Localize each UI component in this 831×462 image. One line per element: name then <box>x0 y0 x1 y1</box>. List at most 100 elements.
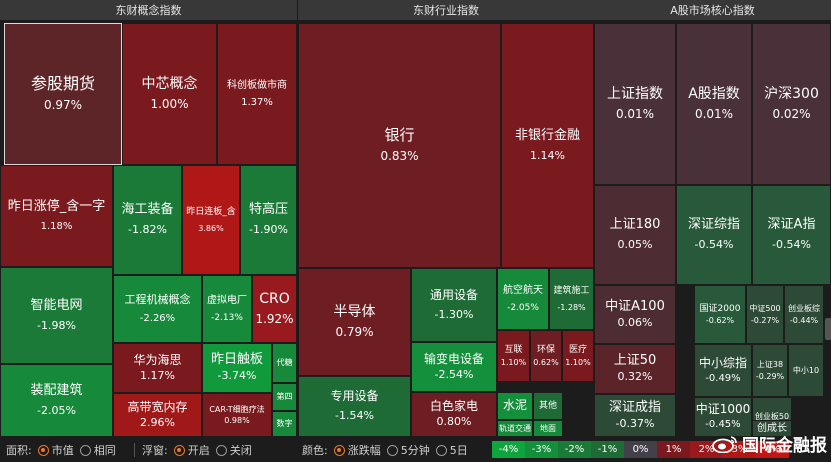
tile-name: 第四 <box>276 392 293 402</box>
color-radio-change[interactable] <box>333 444 345 456</box>
treemap-tile[interactable]: A股指数 0.01% <box>676 23 752 185</box>
float-radio-off[interactable] <box>215 444 227 456</box>
treemap-tile[interactable]: 航空航天 -2.05% <box>497 268 549 330</box>
treemap-tile[interactable]: 上证38 -0.29% <box>752 344 788 397</box>
treemap-tile[interactable]: 华为海思 1.17% <box>113 343 202 393</box>
treemap-tile[interactable]: 中芯概念 1.00% <box>122 23 217 165</box>
treemap-tile[interactable]: 银行 0.83% <box>298 23 501 268</box>
treemap-tile[interactable]: 昨日涨停_含一字 1.18% <box>0 165 113 267</box>
tile-name: 深证综指 <box>687 217 740 233</box>
treemap-tile[interactable]: 代糖 <box>272 343 297 383</box>
area-option-mktcap[interactable]: 市值 <box>51 444 74 457</box>
tile-change: 0.05% <box>617 238 653 252</box>
treemap-tile[interactable]: 参股期货 0.97% <box>4 23 122 165</box>
tile-name: 创业板50 <box>754 412 790 422</box>
treemap-tile[interactable]: 装配建筑 -2.05% <box>0 364 113 437</box>
tile-change: -2.13% <box>211 312 243 323</box>
treemap-tile[interactable]: 工程机械概念 -2.26% <box>113 275 202 343</box>
treemap-tile[interactable]: 国证2000 -0.62% <box>694 285 746 344</box>
treemap-tile[interactable]: 特高压 -1.90% <box>240 165 297 275</box>
treemap-tile[interactable]: 半导体 0.79% <box>298 268 411 376</box>
float-option-on[interactable]: 开启 <box>187 444 210 457</box>
color-option-5day[interactable]: 5日 <box>449 444 468 457</box>
treemap-tile[interactable]: 通用设备 -1.30% <box>411 268 497 342</box>
treemap-tile[interactable]: 专用设备 -1.54% <box>298 376 411 437</box>
color-radio-5min[interactable] <box>386 444 398 456</box>
treemap-tile[interactable]: 高带宽内存 2.96% <box>113 393 202 437</box>
treemap-tile[interactable]: 智能电网 -1.98% <box>0 267 113 364</box>
treemap-tile[interactable]: 中证A100 0.06% <box>594 285 676 344</box>
treemap-tile[interactable]: 上证50 0.32% <box>594 344 676 394</box>
tile-change: -2.05% <box>507 302 539 313</box>
treemap-tile[interactable]: 创成长 <box>752 420 792 437</box>
tile-name: 航空航天 <box>503 285 543 297</box>
treemap-tile[interactable]: 深证综指 -0.54% <box>676 185 752 285</box>
tile-change: -0.49% <box>705 372 741 384</box>
float-radio-on[interactable] <box>173 444 185 456</box>
treemap-panel-1: 东财概念指数 <box>0 0 297 437</box>
float-option-off[interactable]: 关闭 <box>229 444 252 457</box>
treemap-tile[interactable]: 中证500 -0.27% <box>746 285 784 344</box>
tile-change: 1.10% <box>565 357 591 367</box>
tile-name: 水泥 <box>502 398 527 413</box>
tile-name: 专用设备 <box>330 389 379 404</box>
color-option-5min[interactable]: 5分钟 <box>400 444 430 457</box>
treemap-tile[interactable]: 地面 <box>533 420 563 437</box>
treemap-tile[interactable]: CRO 1.92% <box>252 275 297 343</box>
tile-name: 白色家电 <box>429 399 478 414</box>
treemap-tile[interactable]: 海工装备 -1.82% <box>113 165 182 275</box>
tile-change: -0.62% <box>705 316 735 326</box>
treemap-tile[interactable]: 水泥 <box>497 392 533 420</box>
treemap-tile[interactable]: 中小10 <box>788 344 824 397</box>
treemap-tile[interactable]: 深证A指 -0.54% <box>752 185 831 285</box>
treemap-tile[interactable]: 虚拟电厂 -2.13% <box>202 275 252 343</box>
color-radio-5day[interactable] <box>435 444 447 456</box>
treemap-tile[interactable]: 输变电设备 -2.54% <box>411 342 497 392</box>
treemap-tile[interactable]: 创业板综 -0.44% <box>784 285 824 344</box>
tile-change: 0.62% <box>533 357 559 367</box>
treemap-tile[interactable]: 其他 <box>533 392 563 420</box>
tile-name: 其他 <box>538 400 557 411</box>
float-label: 浮窗: <box>142 444 168 457</box>
color-option-change[interactable]: 涨跌幅 <box>347 444 381 457</box>
watermark: 国际金融报 <box>712 431 827 456</box>
treemap-tile[interactable]: 数字 <box>272 411 297 437</box>
area-radio-mktcap[interactable] <box>37 444 49 456</box>
tile-change: 0.98% <box>224 416 250 425</box>
tile-name: 输变电设备 <box>423 351 484 366</box>
tile-change: -1.82% <box>128 223 167 237</box>
treemap-tile[interactable]: CAR-T细胞疗法 0.98% <box>202 393 272 437</box>
tile-change: -1.30% <box>434 307 474 321</box>
treemap-tile[interactable]: 沪深300 0.02% <box>752 23 831 185</box>
treemap-tile[interactable]: 科创板做市商 1.37% <box>217 23 297 165</box>
tile-name: 互联 <box>504 345 523 356</box>
treemap-tile[interactable]: 上证指数 0.01% <box>594 23 676 185</box>
tile-change: 1.00% <box>150 97 189 112</box>
tile-name: 昨日触板 <box>210 352 263 368</box>
tile-change: 0.97% <box>43 98 83 113</box>
tile-name: 华为海思 <box>133 352 182 367</box>
treemap-tile[interactable]: 非银行金融 1.14% <box>501 23 594 268</box>
treemap-tile[interactable]: 医疗 1.10% <box>562 330 594 382</box>
treemap-tile[interactable]: 昨日连板_含 3.86% <box>182 165 240 275</box>
treemap-tile[interactable]: 建筑施工 -1.28% <box>549 268 594 330</box>
treemap-tile[interactable]: 深证成指 -0.37% <box>594 394 676 437</box>
tile-change: -1.98% <box>37 318 76 332</box>
tile-name: 中芯概念 <box>141 76 198 93</box>
treemap-tile[interactable]: 上证180 0.05% <box>594 185 676 285</box>
area-option-equal[interactable]: 相同 <box>93 444 116 457</box>
tile-change: 1.92% <box>255 312 294 327</box>
tile-change: 0.01% <box>615 107 655 122</box>
treemap-tile[interactable]: 轨道交通 <box>497 420 533 437</box>
side-scroll-handle[interactable] <box>825 318 831 340</box>
tile-name: 上证180 <box>609 217 661 233</box>
treemap-tile[interactable]: 第四 <box>272 383 297 411</box>
tile-name: 上证50 <box>613 353 657 369</box>
area-radio-equal[interactable] <box>79 444 91 456</box>
treemap-tile[interactable]: 中小综指 -0.49% <box>694 344 752 397</box>
treemap-tile[interactable]: 中证1000 -0.45% <box>694 397 752 437</box>
treemap-tile[interactable]: 昨日触板 -3.74% <box>202 343 272 393</box>
treemap-tile[interactable]: 白色家电 0.80% <box>411 392 497 437</box>
treemap-tile[interactable]: 环保 0.62% <box>530 330 562 382</box>
treemap-tile[interactable]: 互联 1.10% <box>497 330 530 382</box>
